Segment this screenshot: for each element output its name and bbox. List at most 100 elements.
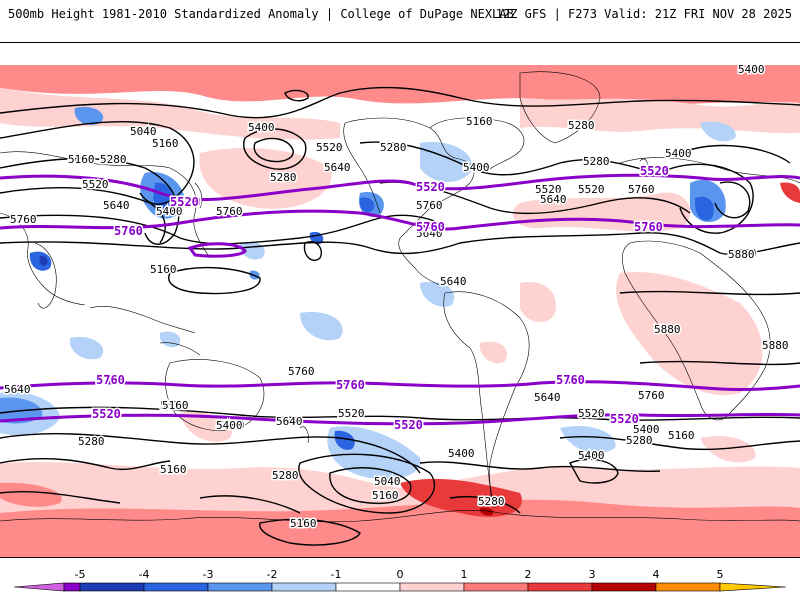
contour-label-purple: 5520 [172,195,201,209]
contour-label: 5400 [633,423,660,436]
contour-label: 5280 [478,495,505,508]
contour-label: 5160 [68,153,95,166]
purple-contour-labels: 5520 5760 5520 5760 5520 5760 5520 5760 … [91,163,671,434]
contour-label-purple: 5760 [416,220,445,234]
title-bar: 500mb Height 1981-2010 Standardized Anom… [0,0,800,28]
contour-label: 5760 [216,205,243,218]
colorbar-segment [527,582,593,592]
colorbar-segment [719,582,787,592]
contour-label: 5760 [288,365,315,378]
contour-label: 5520 [578,407,605,420]
contour-label-purple: 5760 [336,378,365,392]
contour-label: 5880 [728,248,755,261]
contour-label-purple: 5520 [640,164,669,178]
contour-label: 5880 [654,323,681,336]
contour-label: 5640 [324,161,351,174]
contour-label: 5040 [374,475,401,488]
contour-label: 5400 [448,447,475,460]
contour-label: 5880 [730,247,757,260]
colorbar-segment [79,582,145,592]
colorbar-segment [143,582,209,592]
contour-label: 5160 [162,399,189,412]
contour-label-purple: 5760 [634,220,663,234]
contour-label: 5640 [276,415,303,428]
contour-label: 5280 [78,435,105,448]
contour-label: 5280 [100,153,127,166]
contour-label: 5520 [82,178,109,191]
contour-label: 5400 [665,147,692,160]
colorbar-segment [591,582,657,592]
contour-labels: 5400 5160 5280 5040 5160 5160 5280 5520 … [3,62,791,532]
contour-label: 5880 [762,339,789,352]
contour-label-purple: 5520 [92,407,121,421]
colorbar-tick-label: 3 [588,568,596,581]
map-canvas: 5400 5160 5280 5040 5160 5160 5280 5520 … [0,43,800,557]
contour-label: 5280 [626,434,653,447]
contour-label: 5520 [535,183,562,196]
contour-label: 5520 [578,183,605,196]
contour-label-purple: 5760 [96,373,125,387]
contour-label: 5280 [762,339,789,352]
contour-label-purple: 5520 [394,418,423,432]
contour-label: 5160 [152,137,179,150]
anomaly-map: 5400 5160 5280 5040 5160 5160 5280 5520 … [0,42,800,558]
contour-label: 5160 [466,115,493,128]
height-contours [0,86,800,546]
contour-label: 5160 [150,263,177,276]
contour-label: 5760 [628,183,655,196]
colorbar-segment [399,582,465,592]
contour-label-purple: 5760 [556,373,585,387]
colorbar-segment [271,582,337,592]
contour-label-purple: 5520 [170,195,199,209]
colorbar-tick-label: -5 [74,568,86,581]
contour-label: 5400 [463,161,490,174]
colorbar-legend: -5 -4 -3 -2 -1 0 1 2 3 4 5 [0,568,800,600]
contour-label: 5520 [160,399,187,412]
contour-label: 5280 [270,171,297,184]
colorbar-tick-label: 2 [524,568,532,581]
contour-label: 5640 [416,227,443,240]
contour-label: 5160 [668,429,695,442]
contour-label: 5160 [290,517,317,530]
contour-label: 5280 [568,119,595,132]
contour-label-purple: 5520 [610,412,639,426]
colorbar-tick-label: 5 [716,568,724,581]
colorbar-segment [335,582,401,592]
contour-label: 5760 [416,199,443,212]
contour-label: 5280 [380,141,407,154]
anomaly-shading [0,43,800,557]
contour-label: 5640 [4,383,31,396]
contour-label: 5400 [216,419,243,432]
contour-label-purple: 5760 [96,373,125,387]
contour-label: 5280 [272,469,299,482]
colorbar-tick-label: -4 [138,568,150,581]
colorbar-tick-label: 1 [460,568,468,581]
contour-label-purple: 5760 [114,224,143,238]
colorbar-strip [13,582,787,592]
contour-label-purple: 5520 [416,180,445,194]
colorbar-segment [63,582,81,592]
contour-label: 5640 [440,275,467,288]
contour-label: 5520 [316,141,343,154]
contour-label: 5160 [160,463,187,476]
map-title: 500mb Height 1981-2010 Standardized Anom… [8,7,514,21]
colorbar-tick-label: -2 [266,568,278,581]
colorbar-segment [463,582,529,592]
colorbar-segment [207,582,273,592]
contour-label: 5760 [10,213,37,226]
contour-label: 5400 [578,449,605,462]
contour-label: 5640 [540,193,567,206]
colorbar-tick-label: -1 [330,568,342,581]
contour-label: 5400 [738,63,765,76]
contour-label: 5400 [218,419,245,432]
contour-label: 5640 [103,199,130,212]
contour-label: 5400 [248,121,275,134]
contour-label: 5400 [156,205,183,218]
contour-label-purple: 5760 [556,373,585,387]
model-run-info: 12Z GFS | F273 Valid: 21Z FRI NOV 28 202… [495,7,792,21]
contour-label: 5040 [130,125,157,138]
contour-label: 5760 [638,389,665,402]
colorbar-tick-label: 4 [652,568,660,581]
contour-label: 5160 [372,489,399,502]
contour-label: 5640 [534,391,561,404]
